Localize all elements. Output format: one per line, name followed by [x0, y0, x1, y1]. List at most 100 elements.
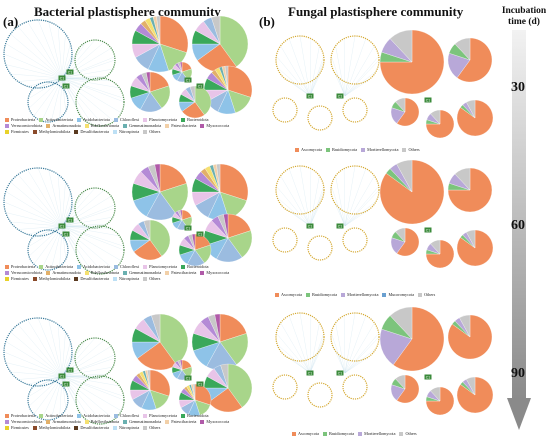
network-edge: [61, 225, 125, 251]
network-edge: [344, 315, 367, 374]
network-edge: [41, 225, 63, 270]
network-edge: [309, 38, 312, 97]
pie-slice: [159, 15, 189, 53]
network-edge: [18, 375, 63, 380]
legend-item: Bacteroidota: [181, 413, 208, 419]
hub-node-label: C1: [68, 71, 73, 75]
legend-label: Proteobacteria: [11, 413, 36, 418]
network-edge: [61, 43, 71, 79]
network-edge: [61, 68, 113, 79]
time-arrow: [507, 30, 531, 430]
legend-label: Actinobacteriota: [45, 264, 74, 269]
panel-a-label: (a): [3, 14, 19, 29]
network-edge: [343, 38, 346, 97]
legend-item: Others: [143, 425, 160, 431]
legend-swatch: [84, 124, 89, 128]
hub-node-label: C1: [198, 233, 203, 237]
pie-slice: [456, 37, 493, 83]
legend-item: Others: [143, 129, 160, 135]
hub-node-label: C1: [186, 377, 191, 381]
pie-slice: [466, 99, 476, 119]
hub-node: [424, 97, 432, 103]
legend-swatch: [200, 420, 205, 424]
legend-swatch: [123, 124, 128, 128]
bacterial-legend-30: Proteobacteria Actinobacteriota Acidobacte…: [5, 117, 253, 135]
network-edge: [309, 45, 320, 97]
network-module: [330, 35, 380, 85]
pie-slice: [466, 376, 476, 396]
legend-swatch: [399, 432, 404, 436]
legend-item: Actinobacteriota: [39, 413, 73, 419]
network-edge: [37, 167, 63, 227]
legend-item: Patescibacteria: [165, 270, 196, 276]
network-edge: [61, 42, 87, 79]
panel-a-title: Bacterial plastisphere community: [34, 4, 221, 19]
legend-label: Basidiomycota: [311, 292, 338, 297]
network-edge: [277, 67, 311, 97]
network-edge: [5, 362, 63, 377]
legend-label: Desulfobacterota: [80, 129, 109, 134]
legend-swatch: [74, 130, 79, 134]
legend-swatch: [143, 130, 148, 134]
pie-slice: [389, 29, 413, 63]
hub-node-label: C1: [338, 372, 343, 376]
legend-swatch: [295, 148, 299, 152]
network-edge: [33, 375, 63, 415]
legend-item: Actinobacteriota: [39, 264, 73, 270]
network-edge: [27, 319, 63, 377]
legend-label: Others: [424, 292, 436, 297]
legend-item: Chloroflexi: [113, 117, 140, 123]
legend-item: Others: [402, 147, 420, 153]
network-edge: [61, 351, 73, 377]
legend-item: Armatimonadota: [46, 123, 81, 129]
legend-label: Methylomirabilota: [38, 276, 71, 281]
pie-slice: [227, 363, 253, 408]
network-edge: [61, 375, 111, 379]
pie-slice: [219, 15, 249, 67]
legend-item: Acidobacteriota: [77, 413, 110, 419]
network-edge: [276, 186, 311, 227]
network-edge: [18, 77, 63, 82]
network-edge: [59, 77, 63, 119]
legend-swatch: [181, 265, 186, 269]
network-edge: [344, 312, 356, 374]
legend-label: Gemmatimonadota: [129, 419, 162, 424]
network-edge: [48, 21, 63, 79]
network-module: [75, 375, 125, 425]
network-module: [342, 227, 368, 253]
legend-label: Actinobacteriota: [45, 413, 74, 418]
network-edge: [3, 351, 63, 377]
pie-slice: [223, 213, 229, 239]
legend-item: Nitrospirota: [112, 276, 139, 282]
network-module: [74, 39, 116, 81]
pie-slice: [395, 97, 406, 113]
hub-node: [184, 225, 192, 231]
legend-item: Others: [143, 276, 160, 282]
pie-slice: [143, 219, 151, 241]
network-edge: [309, 56, 324, 97]
fungal-legend-90: Ascomycota Basidiomycota Mortierellomycota…: [292, 431, 492, 437]
legend-label: Ascomycota: [301, 147, 322, 152]
network-edge: [344, 38, 367, 97]
legend-label: Armatimonadota: [52, 123, 81, 128]
network-edge: [61, 77, 78, 110]
legend-swatch: [5, 118, 9, 122]
legend-swatch: [39, 265, 44, 269]
legend-label: Bacteroidota: [187, 413, 209, 418]
network-module: [75, 77, 125, 127]
network-module: [330, 165, 380, 215]
bacterial-legend-60: Proteobacteria Actinobacteriota Acidobacte…: [5, 264, 253, 282]
legend-swatch: [32, 426, 37, 430]
legend-item: Mortierellomycota: [341, 292, 378, 298]
legend-item: Desulfobacterota: [74, 425, 109, 431]
network-edge: [59, 375, 63, 417]
network-edge: [344, 175, 375, 227]
legend-label: Chloroflexi: [119, 117, 140, 122]
network-edge: [17, 324, 63, 377]
network-module: [330, 312, 380, 362]
legend-label: Bdellovibrionota: [90, 123, 120, 128]
network-edge: [61, 53, 73, 79]
network-edge: [309, 333, 324, 374]
legend-swatch: [84, 271, 89, 275]
legend-item: Proteobacteria: [5, 264, 35, 270]
